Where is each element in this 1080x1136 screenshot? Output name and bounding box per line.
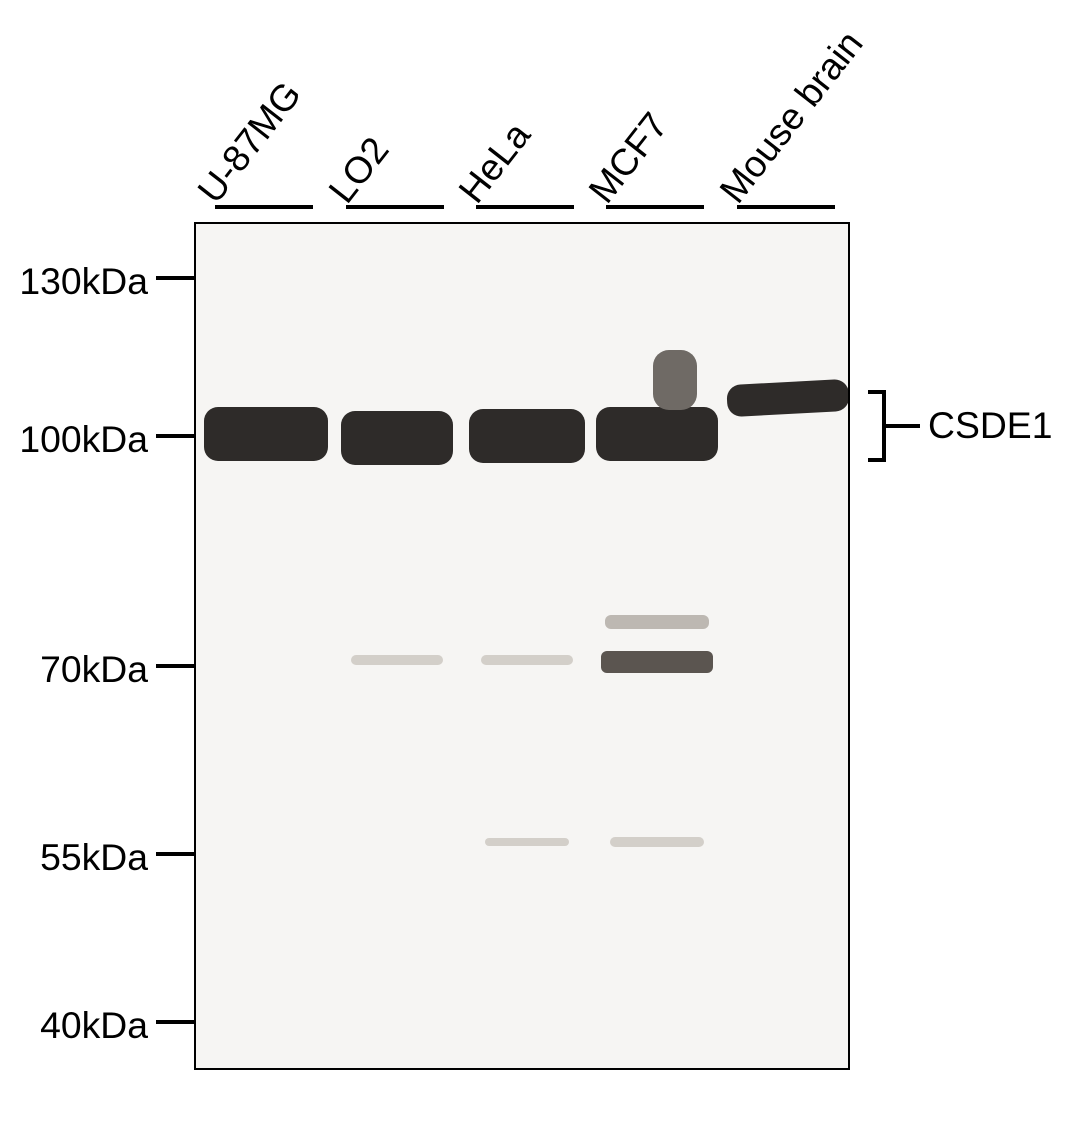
blot-band xyxy=(469,409,585,463)
blot-band xyxy=(601,651,713,673)
target-label: CSDE1 xyxy=(928,404,1052,447)
mw-label-40: 40kDa xyxy=(40,1004,148,1047)
mw-tick-100 xyxy=(156,434,194,438)
western-blot-figure: 130kDa 100kDa 70kDa 55kDa 40kDa U-87MG L… xyxy=(0,0,1080,1136)
blot-band xyxy=(726,379,850,417)
lane-label-3: MCF7 xyxy=(580,104,676,211)
lane-underline-3 xyxy=(606,205,704,209)
blot-band xyxy=(653,350,697,410)
blot-membrane xyxy=(194,222,850,1070)
blot-band xyxy=(481,655,573,665)
blot-band xyxy=(596,407,718,461)
lane-underline-4 xyxy=(737,205,835,209)
mw-tick-40 xyxy=(156,1020,194,1024)
blot-band xyxy=(610,837,704,847)
mw-label-130: 130kDa xyxy=(19,260,148,303)
mw-label-70: 70kDa xyxy=(40,648,148,691)
blot-band xyxy=(204,407,328,461)
mw-label-100: 100kDa xyxy=(19,418,148,461)
lane-underline-2 xyxy=(476,205,574,209)
blot-band xyxy=(351,655,443,665)
mw-tick-130 xyxy=(156,276,194,280)
lane-underline-1 xyxy=(346,205,444,209)
lane-label-2: HeLa xyxy=(450,114,539,211)
mw-label-55: 55kDa xyxy=(40,836,148,879)
lane-label-4: Mouse brain xyxy=(711,22,871,210)
blot-band xyxy=(341,411,453,465)
blot-band xyxy=(605,615,709,629)
mw-tick-70 xyxy=(156,664,194,668)
lane-underline-0 xyxy=(215,205,313,209)
lane-label-1: LO2 xyxy=(320,129,397,211)
blot-band xyxy=(485,838,569,846)
lane-label-0: U-87MG xyxy=(189,73,310,211)
bracket-stem xyxy=(886,424,920,428)
mw-tick-55 xyxy=(156,852,194,856)
